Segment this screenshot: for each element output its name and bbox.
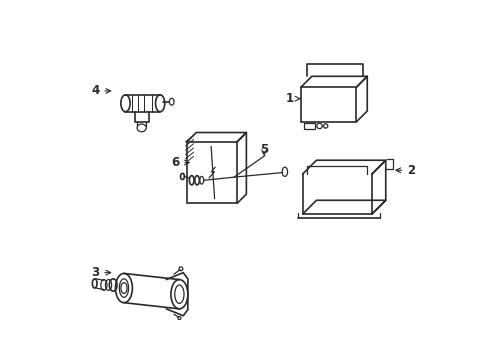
Text: 2: 2 <box>395 164 415 177</box>
Text: 5: 5 <box>260 143 267 156</box>
Bar <box>301 87 356 122</box>
Bar <box>187 142 237 203</box>
Text: 3: 3 <box>91 266 110 279</box>
Text: 1: 1 <box>285 92 299 105</box>
Text: 6: 6 <box>171 156 189 169</box>
Bar <box>304 122 314 129</box>
Text: 4: 4 <box>91 85 110 98</box>
